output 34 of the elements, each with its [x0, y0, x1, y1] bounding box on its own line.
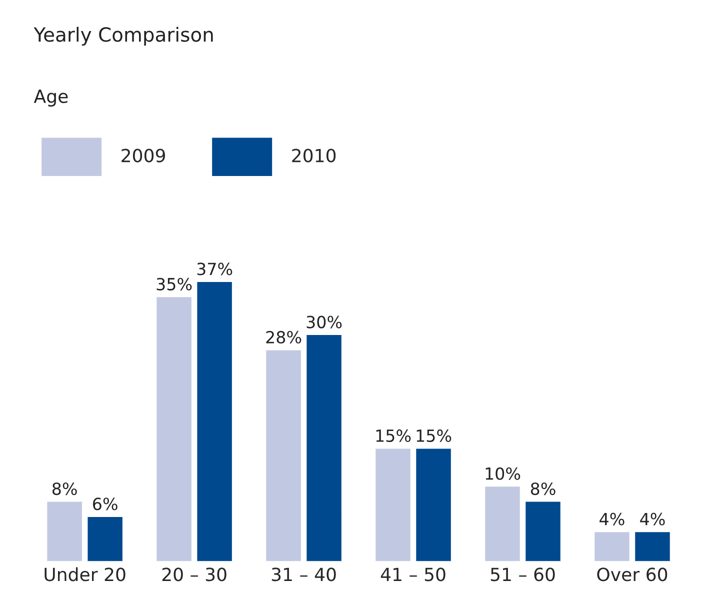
data-label: 8% [530, 482, 556, 496]
x-tick-label: 51 – 60 [490, 568, 555, 582]
x-tick-label: Over 60 [597, 568, 668, 582]
x-tick-label: Under 20 [44, 567, 126, 582]
bar [46, 500, 84, 562]
data-label: 35% [156, 278, 192, 290]
bar [634, 530, 672, 562]
data-label: 10% [486, 467, 520, 480]
bar [196, 280, 234, 562]
bar [524, 500, 562, 562]
data-label: 28% [266, 330, 302, 344]
x-tick-label: 20 – 30 [162, 568, 226, 582]
chart-subtitle: Age [34, 90, 68, 107]
data-label: 37% [197, 262, 232, 276]
bar [593, 530, 631, 562]
legend-label: 2010 [292, 148, 336, 162]
data-label: 15% [416, 429, 452, 442]
data-label: 8% [52, 482, 77, 496]
bar [374, 447, 412, 562]
bar [264, 348, 302, 562]
data-label: 30% [306, 316, 342, 328]
x-tick-label: 31 – 40 [272, 568, 336, 582]
data-label: 4% [640, 512, 665, 526]
chart-title: Yearly Comparison [34, 26, 213, 46]
bar [414, 447, 452, 562]
x-tick-label: 41 – 50 [380, 568, 446, 582]
bar [86, 516, 124, 562]
data-label: 4% [600, 512, 624, 526]
bar [484, 485, 522, 562]
data-label: 6% [93, 498, 118, 510]
legend-label: 2009 [122, 148, 165, 162]
bar [155, 296, 193, 562]
data-label: 15% [376, 429, 411, 442]
bar [305, 334, 343, 562]
